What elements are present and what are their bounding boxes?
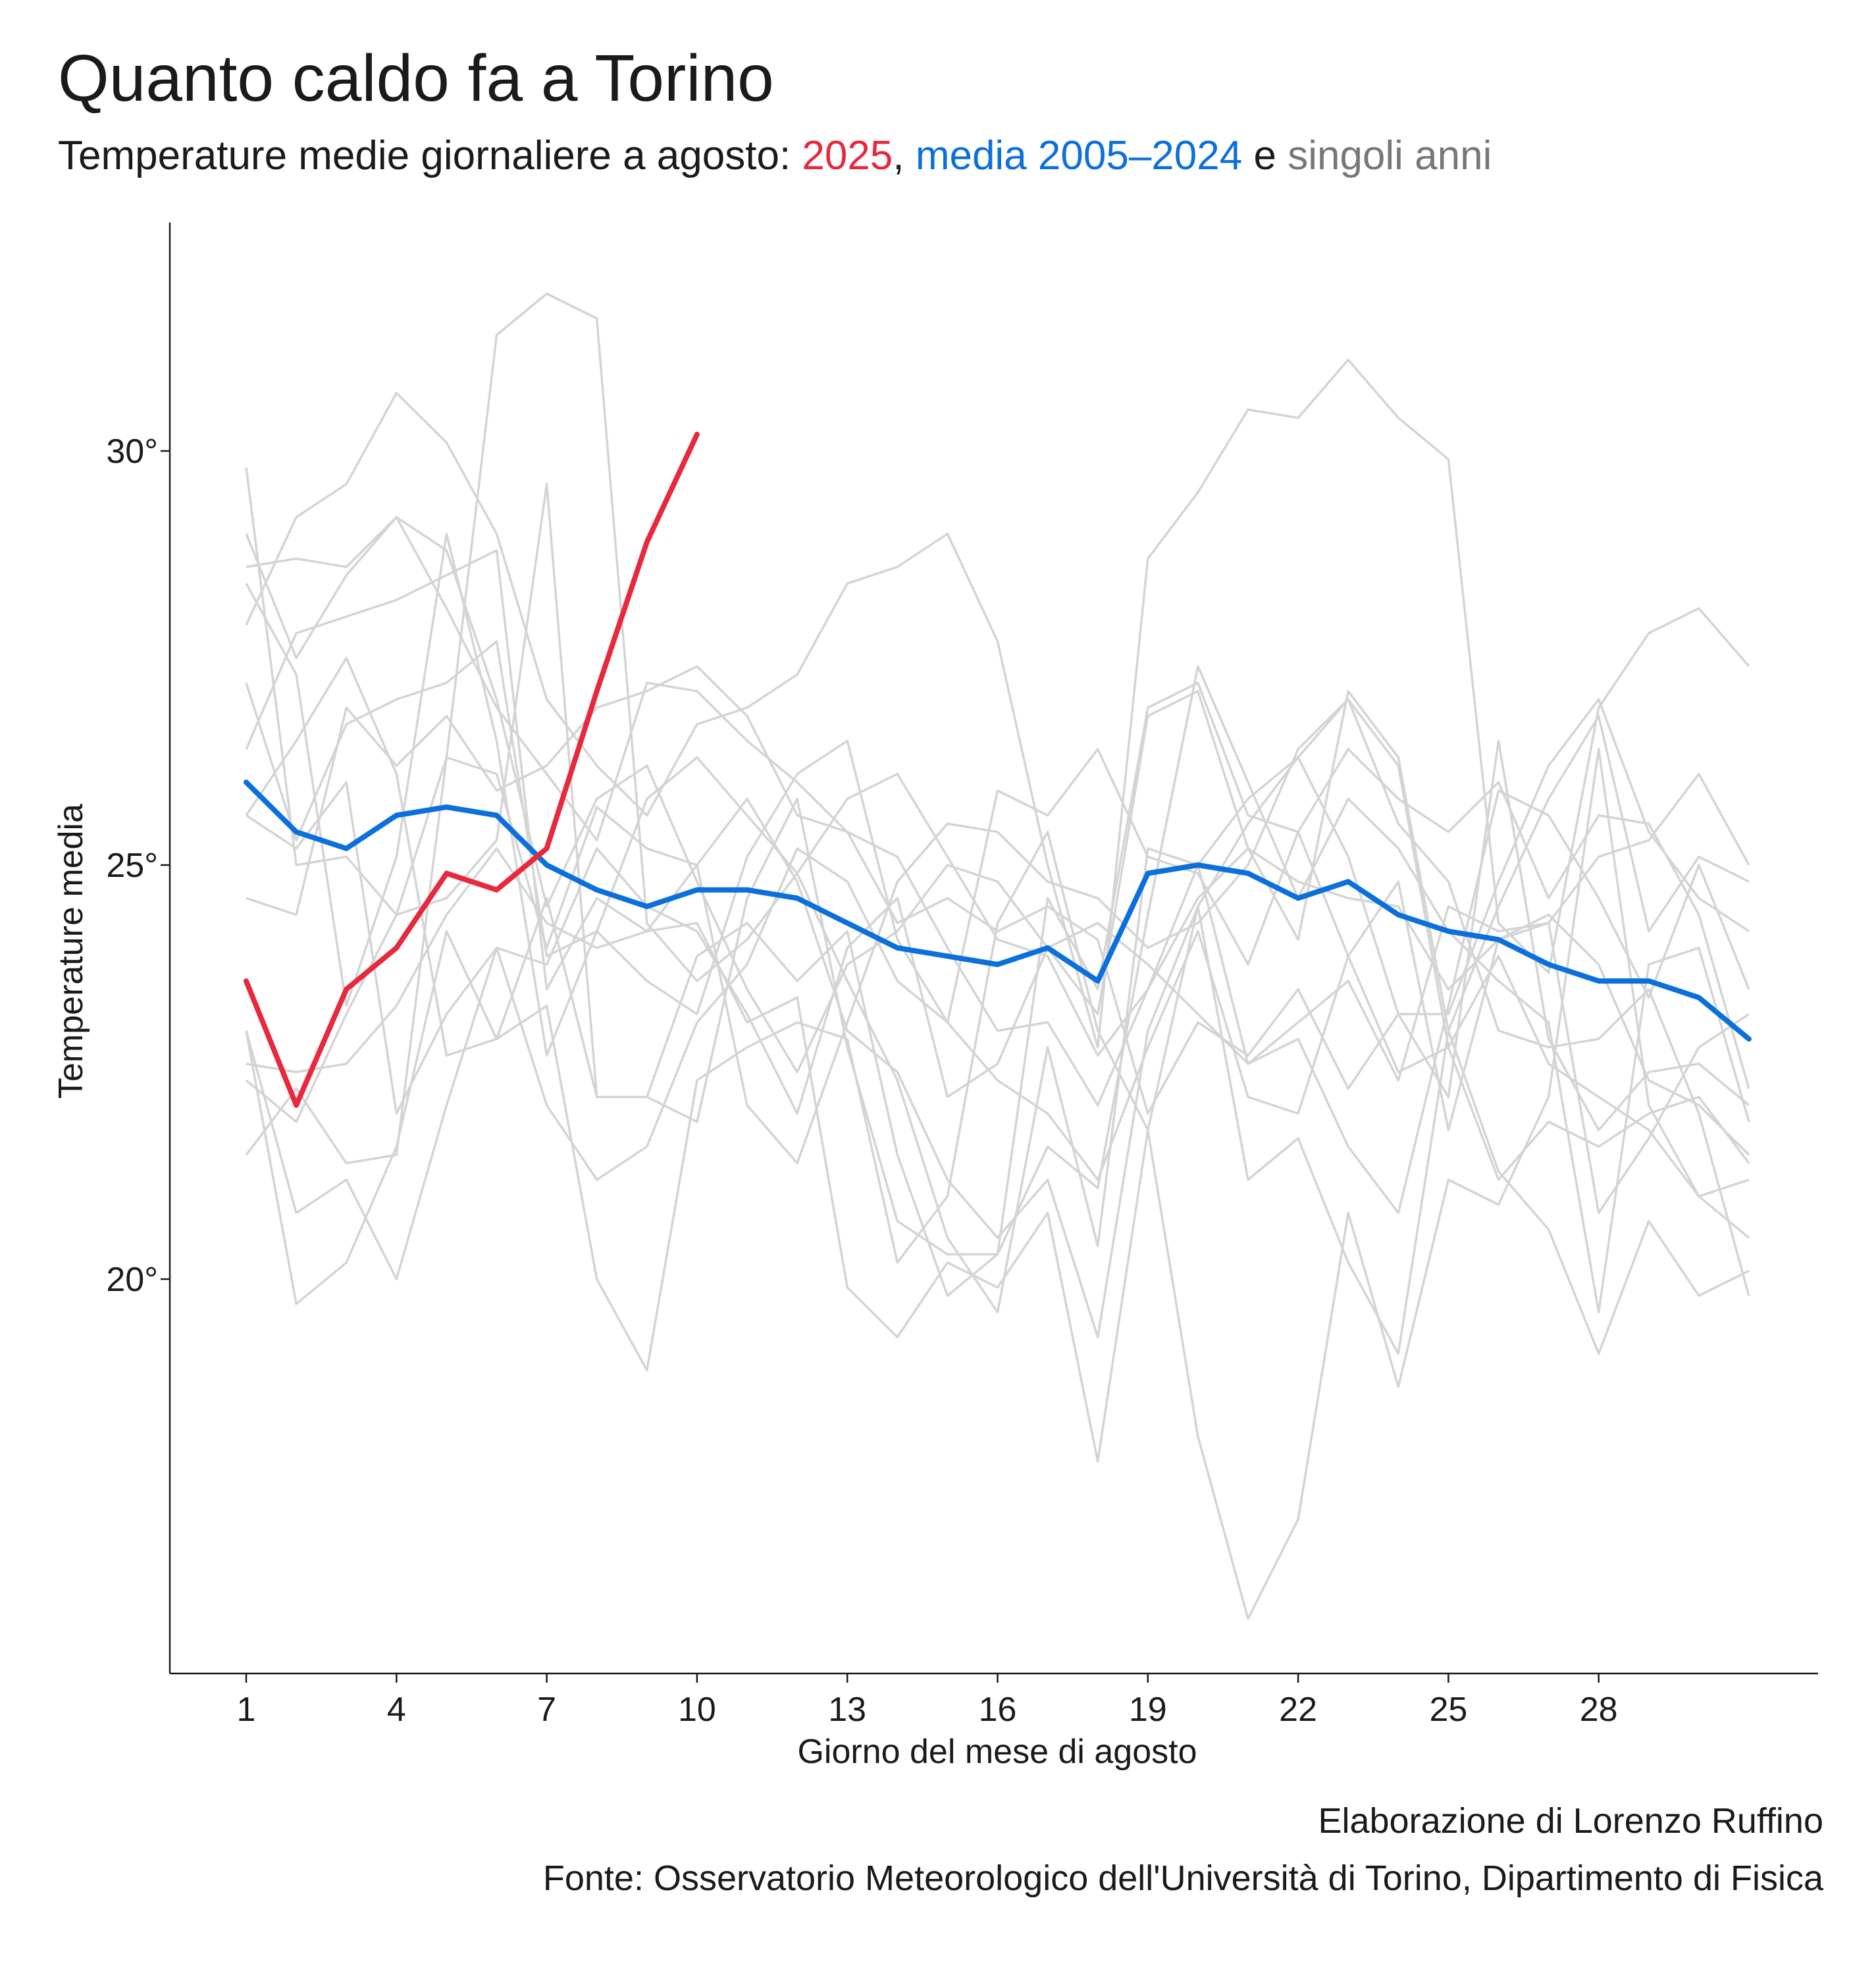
subtitle-sep-1: ,: [893, 133, 916, 178]
x-tick-label: 4: [387, 1691, 406, 1729]
mean-2005-2024-line: [244, 779, 1752, 1042]
x-tick-label: 13: [828, 1691, 866, 1729]
subtitle-highlight-2025: 2025: [802, 133, 893, 178]
single-year-line-5: [245, 467, 1750, 1256]
single-year-line-8: [245, 358, 1750, 1049]
x-tick-label: 22: [1279, 1691, 1317, 1729]
x-tick-label: 28: [1580, 1691, 1618, 1729]
x-tick-label: 16: [979, 1691, 1017, 1729]
single-years-layer: [245, 292, 1750, 1620]
y-tick-label: 30°: [106, 433, 158, 471]
x-axis-title: Giorno del mese di agosto: [797, 1733, 1197, 1771]
chart-title: Quanto caldo fa a Torino: [58, 41, 774, 115]
single-year-line-6: [245, 640, 1750, 1090]
y-tick-label: 20°: [106, 1261, 158, 1299]
x-tick-label: 19: [1129, 1691, 1167, 1729]
subtitle-highlight-mean: media 2005–2024: [915, 133, 1243, 178]
y-tick-label: 25°: [106, 847, 158, 885]
single-year-line-9: [245, 292, 1750, 1165]
x-tick-label: 10: [678, 1691, 716, 1729]
single-year-line-2: [245, 549, 1750, 1338]
single-year-line-15: [245, 533, 1750, 1314]
x-tick-label: 7: [537, 1691, 556, 1729]
single-year-line-13: [246, 515, 1750, 1115]
caption-author: Elaborazione di Lorenzo Ruffino: [1318, 1801, 1823, 1841]
y-axis-title: Temperature media: [52, 804, 90, 1099]
single-year-line-12: [246, 847, 1750, 1463]
subtitle-prefix: Temperature medie giornaliere a agosto:: [58, 133, 802, 178]
chart-subtitle: Temperature medie giornaliere a agosto: …: [58, 132, 1492, 180]
axes-layer: 1 4 7 10 13 16 19 22 25 28 20° 25° 30°: [106, 223, 1818, 1729]
x-tick-label: 1: [237, 1691, 256, 1729]
series-2025-line: [244, 431, 700, 1108]
single-year-line-1: [245, 515, 1750, 1074]
series-2025-layer: [244, 431, 700, 1108]
mean-series-layer: [244, 779, 1752, 1042]
single-year-line-7: [246, 665, 1750, 1107]
single-year-line-11: [245, 847, 1750, 1280]
single-year-line-14: [245, 656, 1750, 1314]
caption-source: Fonte: Osservatorio Meteorologico dell'U…: [542, 1858, 1823, 1898]
subtitle-sep-2: e: [1242, 133, 1288, 178]
subtitle-highlight-years: singoli anni: [1288, 133, 1492, 178]
single-year-line-4: [245, 698, 1750, 1181]
x-tick-label: 25: [1429, 1691, 1467, 1729]
